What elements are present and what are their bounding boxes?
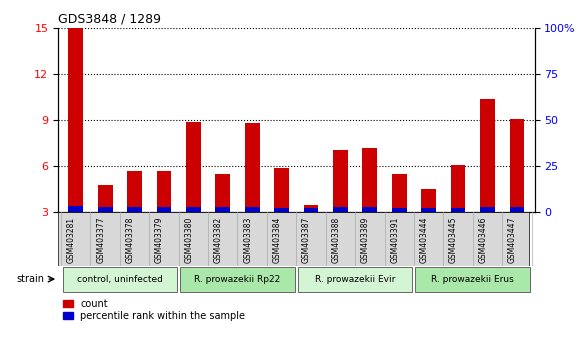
Bar	[186, 207, 200, 212]
Bar	[274, 168, 289, 212]
Bar	[480, 207, 495, 212]
Bar	[98, 185, 113, 212]
Bar	[363, 207, 377, 212]
Bar	[127, 207, 142, 212]
Bar	[480, 99, 495, 212]
Text: GSM403281: GSM403281	[67, 217, 76, 263]
Text: GSM403387: GSM403387	[302, 217, 311, 263]
Text: R. prowazekii Rp22: R. prowazekii Rp22	[195, 275, 281, 284]
Bar	[510, 119, 524, 212]
Bar	[98, 207, 113, 212]
Bar	[392, 174, 407, 212]
Bar	[333, 149, 348, 212]
Bar	[510, 207, 524, 212]
Text: GSM403384: GSM403384	[272, 217, 282, 263]
Bar	[216, 174, 230, 212]
Bar	[451, 165, 465, 212]
Text: GSM403378: GSM403378	[125, 217, 135, 263]
Bar	[333, 207, 348, 212]
Bar	[245, 207, 260, 212]
Text: GSM403444: GSM403444	[419, 217, 429, 263]
Bar	[216, 207, 230, 212]
Bar	[274, 208, 289, 212]
Text: GSM403389: GSM403389	[361, 217, 370, 263]
FancyBboxPatch shape	[63, 267, 177, 292]
FancyBboxPatch shape	[298, 267, 413, 292]
Bar	[421, 208, 436, 212]
Text: R. prowazekii Erus: R. prowazekii Erus	[431, 275, 514, 284]
Legend: count, percentile rank within the sample: count, percentile rank within the sample	[63, 299, 245, 321]
Bar	[69, 28, 83, 212]
Bar	[392, 208, 407, 212]
Bar	[451, 208, 465, 212]
Text: GSM403445: GSM403445	[449, 217, 458, 263]
Bar	[157, 171, 171, 212]
Text: GSM403388: GSM403388	[331, 217, 340, 263]
Text: GSM403379: GSM403379	[155, 217, 164, 263]
Text: GSM403446: GSM403446	[479, 217, 487, 263]
Bar	[245, 124, 260, 212]
Bar	[69, 206, 83, 212]
Text: GSM403391: GSM403391	[390, 217, 399, 263]
Bar	[421, 189, 436, 212]
Text: strain: strain	[17, 274, 45, 284]
Text: GSM403382: GSM403382	[214, 217, 223, 263]
FancyBboxPatch shape	[415, 267, 530, 292]
Bar	[363, 148, 377, 212]
Text: GSM403447: GSM403447	[508, 217, 517, 263]
Bar	[304, 205, 318, 212]
Text: GSM403377: GSM403377	[96, 217, 105, 263]
Text: GDS3848 / 1289: GDS3848 / 1289	[58, 13, 161, 26]
Text: R. prowazekii Evir: R. prowazekii Evir	[315, 275, 395, 284]
Bar	[186, 122, 200, 212]
Bar	[127, 171, 142, 212]
Bar	[157, 207, 171, 212]
Text: control, uninfected: control, uninfected	[77, 275, 163, 284]
Text: GSM403383: GSM403383	[243, 217, 252, 263]
Text: GSM403380: GSM403380	[184, 217, 193, 263]
Bar	[304, 208, 318, 212]
FancyBboxPatch shape	[180, 267, 295, 292]
